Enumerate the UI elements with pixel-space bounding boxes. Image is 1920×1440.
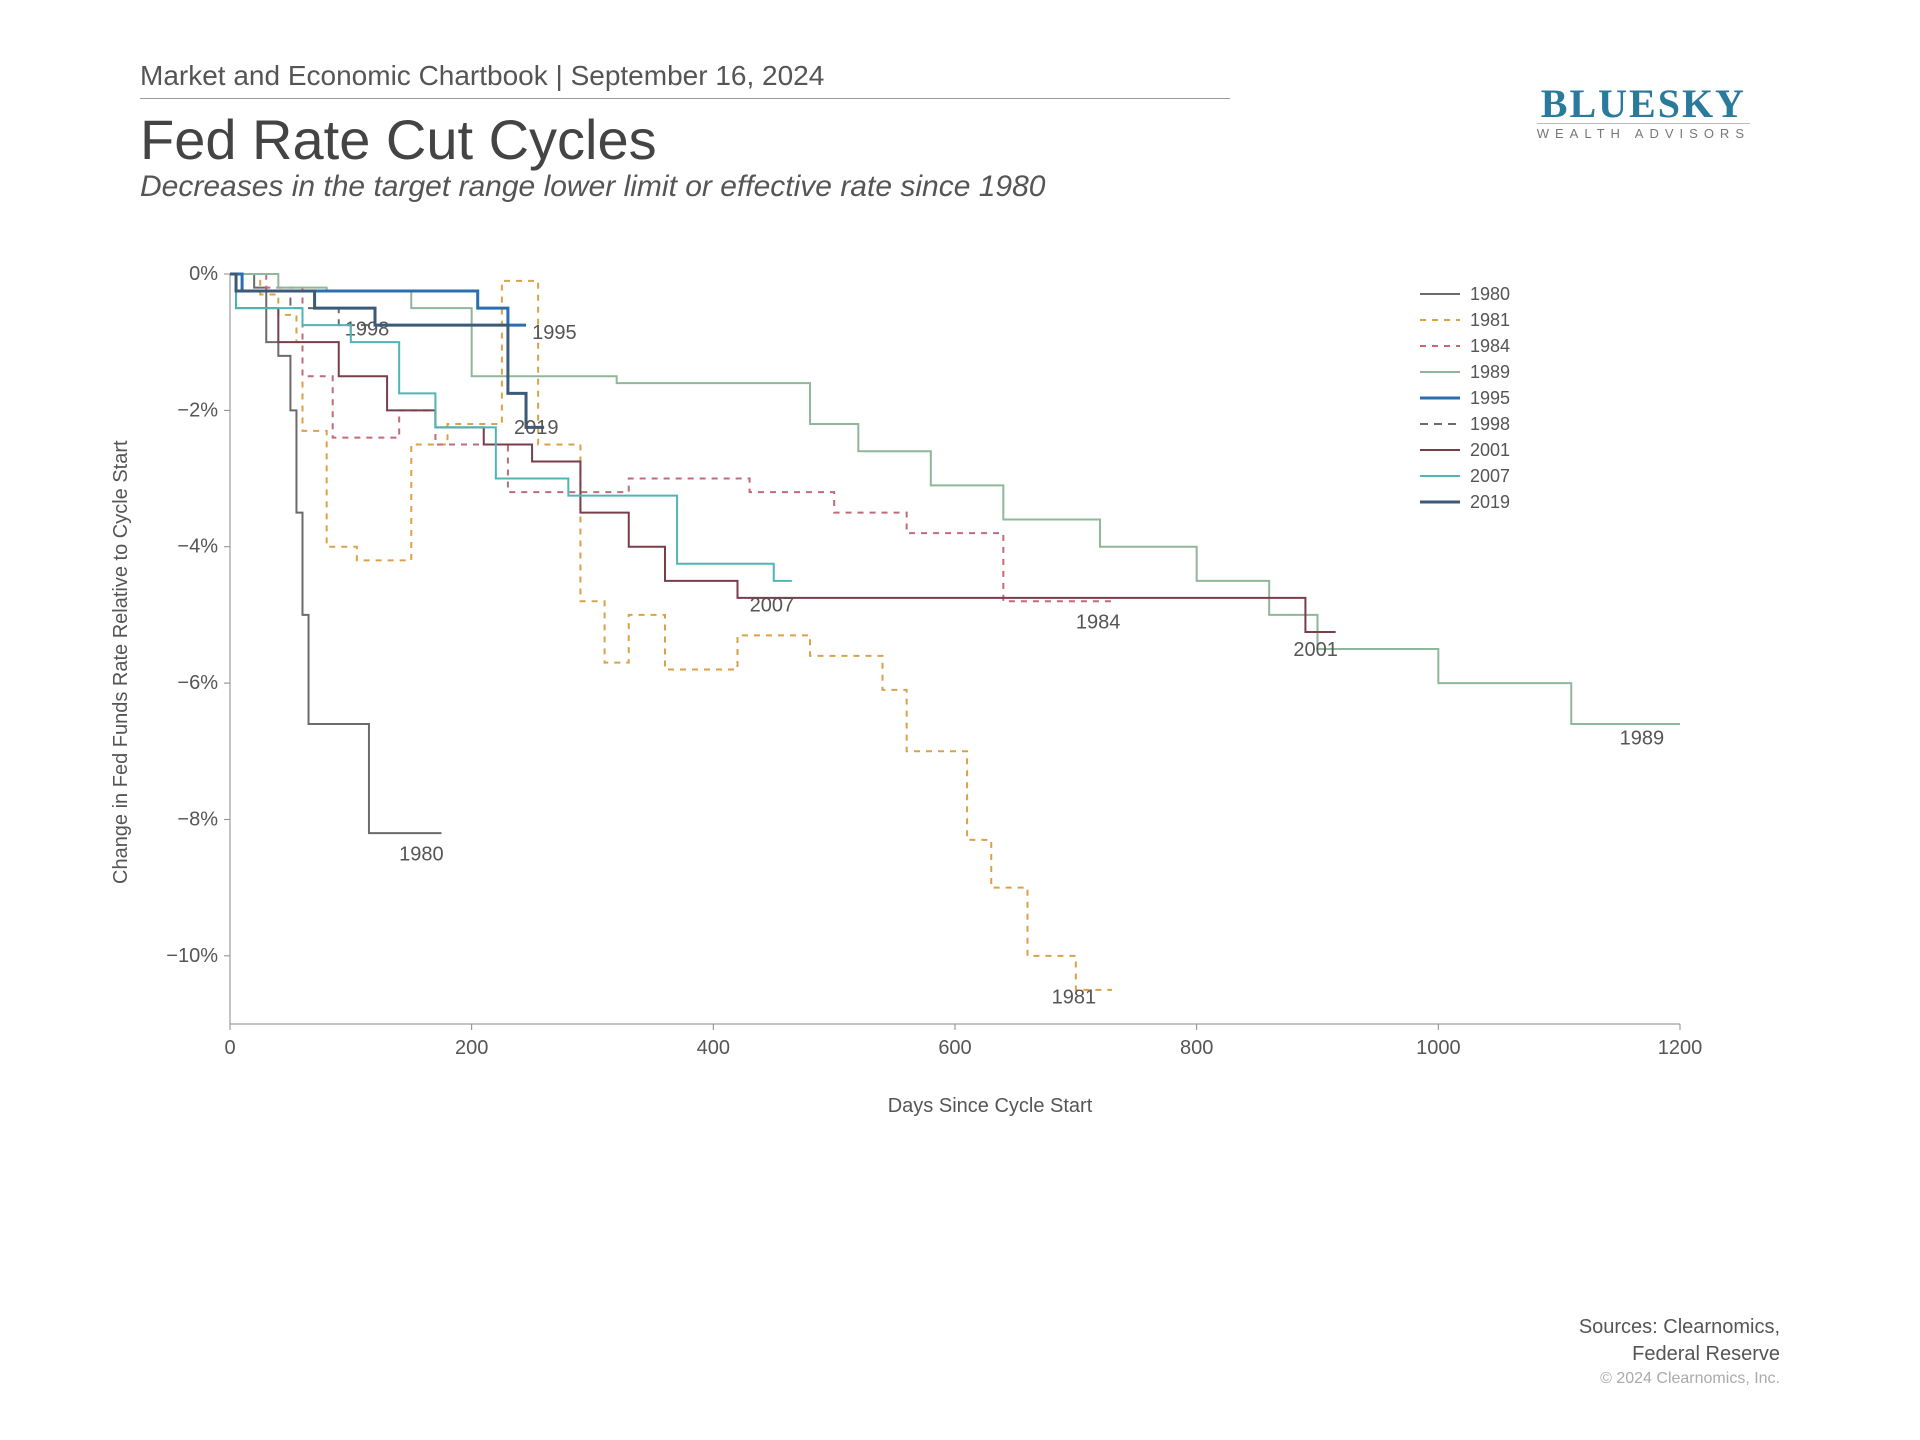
legend-item-1980: 1980 <box>1470 284 1510 304</box>
svg-text:600: 600 <box>938 1037 971 1059</box>
copyright: © 2024 Clearnomics, Inc. <box>1579 1368 1780 1390</box>
series-label-2007: 2007 <box>750 595 795 617</box>
svg-text:−6%: −6% <box>177 672 218 694</box>
series-1989 <box>230 274 1680 724</box>
svg-text:0: 0 <box>224 1037 235 1059</box>
svg-text:−2%: −2% <box>177 399 218 421</box>
svg-text:−10%: −10% <box>166 945 218 967</box>
brand-logo: BLUESKY WEALTH ADVISORS <box>1537 80 1750 141</box>
footer-sources: Sources: Clearnomics, Federal Reserve © … <box>1579 1314 1780 1390</box>
series-label-1995: 1995 <box>532 322 577 344</box>
svg-text:1200: 1200 <box>1658 1037 1703 1059</box>
series-2007 <box>230 274 792 581</box>
legend-item-1984: 1984 <box>1470 336 1510 356</box>
legend-item-2007: 2007 <box>1470 466 1510 486</box>
svg-text:−8%: −8% <box>177 808 218 830</box>
series-label-1981: 1981 <box>1052 987 1097 1009</box>
svg-text:−4%: −4% <box>177 536 218 558</box>
series-label-1980: 1980 <box>399 843 444 865</box>
chart-subtitle: Decreases in the target range lower limi… <box>140 170 1800 204</box>
series-1981 <box>230 274 1112 990</box>
source-line-1: Sources: Clearnomics, <box>1579 1314 1780 1341</box>
brand-logo-sub: WEALTH ADVISORS <box>1537 123 1750 141</box>
series-2001 <box>230 274 1336 632</box>
legend-item-1995: 1995 <box>1470 388 1510 408</box>
svg-text:800: 800 <box>1180 1037 1213 1059</box>
chart-container: Change in Fed Funds Rate Relative to Cyc… <box>120 264 1800 1118</box>
svg-text:200: 200 <box>455 1037 488 1059</box>
svg-text:0%: 0% <box>189 264 218 285</box>
legend-item-1998: 1998 <box>1470 414 1510 434</box>
svg-text:1000: 1000 <box>1416 1037 1461 1059</box>
super-header: Market and Economic Chartbook | Septembe… <box>140 60 1230 99</box>
brand-logo-main: BLUESKY <box>1537 80 1750 127</box>
series-label-1989: 1989 <box>1620 727 1665 749</box>
y-axis-label: Change in Fed Funds Rate Relative to Cyc… <box>110 440 133 884</box>
series-1980 <box>230 274 441 833</box>
svg-text:400: 400 <box>697 1037 730 1059</box>
legend-item-2019: 2019 <box>1470 492 1510 512</box>
line-chart: 0 200 400 600 800 1000 1200 0% −2% −4% −6% −8% −10% 1… <box>120 264 1720 1084</box>
legend-item-1981: 1981 <box>1470 310 1510 330</box>
page-root: Market and Economic Chartbook | Septembe… <box>0 0 1920 1440</box>
legend-item-2001: 2001 <box>1470 440 1510 460</box>
series-label-2019: 2019 <box>514 417 559 439</box>
source-line-2: Federal Reserve <box>1579 1341 1780 1368</box>
series-label-1984: 1984 <box>1076 612 1121 634</box>
series-label-2001: 2001 <box>1293 639 1338 661</box>
legend-item-1989: 1989 <box>1470 362 1510 382</box>
x-axis-label: Days Since Cycle Start <box>180 1095 1800 1118</box>
